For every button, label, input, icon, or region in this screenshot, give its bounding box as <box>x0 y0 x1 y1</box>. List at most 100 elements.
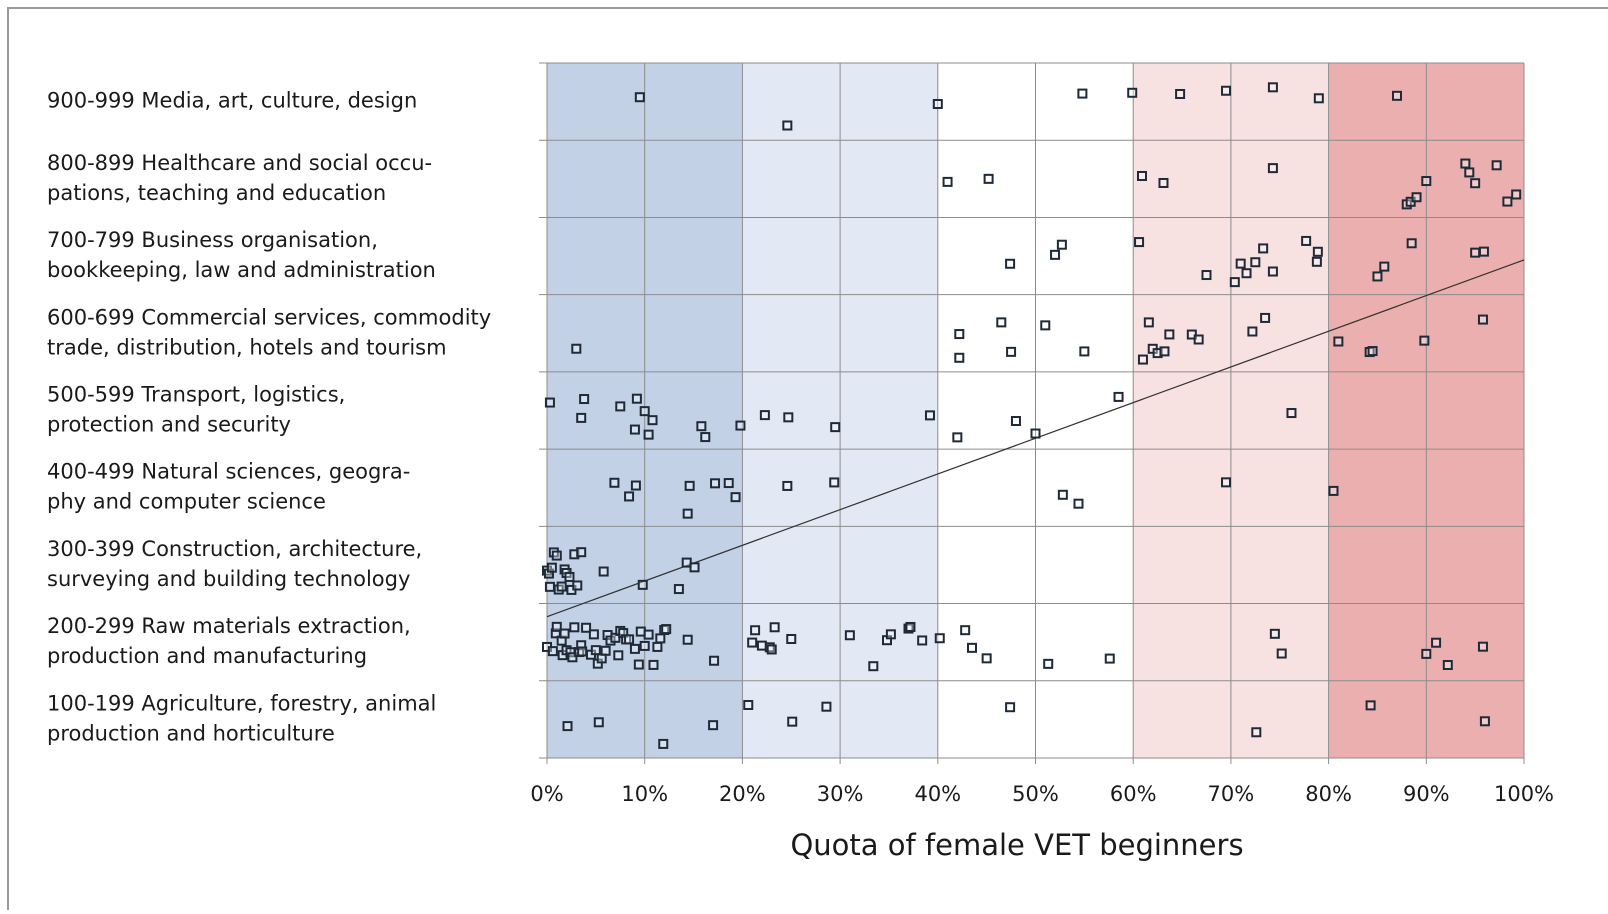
point <box>1442 660 1453 671</box>
point <box>1267 82 1278 93</box>
point <box>954 329 965 340</box>
point <box>681 557 692 568</box>
point <box>613 650 624 661</box>
point <box>735 420 746 431</box>
point <box>1250 257 1261 268</box>
point <box>546 562 557 573</box>
x-tick-label: 80% <box>1305 782 1352 806</box>
point <box>1313 93 1324 104</box>
point <box>1201 270 1212 281</box>
point <box>588 629 599 640</box>
point <box>750 625 761 636</box>
category-label: 200-299 Raw materials extraction, <box>47 614 411 638</box>
point <box>830 422 841 433</box>
x-tick-label: 30% <box>817 782 864 806</box>
point <box>1470 247 1481 258</box>
point <box>1040 320 1051 331</box>
point <box>1464 167 1475 178</box>
point <box>1391 90 1402 101</box>
point <box>576 640 587 651</box>
point <box>1372 271 1383 282</box>
category-label: 600-699 Commercial services, commodity <box>47 305 491 329</box>
point <box>551 621 562 632</box>
point <box>1421 648 1432 659</box>
x-tick-label: 90% <box>1403 782 1450 806</box>
point <box>764 642 775 653</box>
point <box>1411 192 1422 203</box>
point <box>577 646 588 657</box>
point <box>564 571 575 582</box>
point <box>868 661 879 672</box>
point <box>630 480 641 491</box>
category-label: 500-599 Transport, logistics, <box>47 383 345 407</box>
point <box>1286 408 1297 419</box>
point <box>1477 314 1488 325</box>
category-label: bookkeeping, law and administration <box>47 258 436 282</box>
point <box>1311 256 1322 267</box>
point <box>1235 258 1246 269</box>
point <box>1134 237 1145 248</box>
point <box>966 642 977 653</box>
point <box>684 480 695 491</box>
point <box>661 624 672 635</box>
point <box>1079 346 1090 357</box>
point <box>629 643 640 654</box>
point <box>696 421 707 432</box>
category-label: production and horticulture <box>47 721 335 745</box>
point <box>1158 177 1169 188</box>
point <box>905 621 916 632</box>
point <box>543 568 554 579</box>
point <box>1301 235 1312 246</box>
point <box>569 622 580 633</box>
point <box>633 659 644 670</box>
point <box>769 622 780 633</box>
point <box>1276 648 1287 659</box>
point <box>655 633 666 644</box>
point <box>1406 238 1417 249</box>
category-label: surveying and building technology <box>47 567 410 591</box>
point <box>981 653 992 664</box>
category-label: 300-399 Construction, architecture, <box>47 537 422 561</box>
category-label: 800-899 Healthcare and social occu- <box>47 151 432 175</box>
point <box>903 623 914 634</box>
point <box>924 410 935 421</box>
point <box>954 352 965 363</box>
point <box>1175 88 1186 99</box>
point <box>1077 88 1088 99</box>
point <box>1260 312 1271 323</box>
point <box>934 633 945 644</box>
point <box>1333 336 1344 347</box>
point <box>1258 243 1269 254</box>
point <box>647 415 658 426</box>
point <box>747 637 758 648</box>
category-label: pations, teaching and education <box>47 181 386 205</box>
point <box>708 720 719 731</box>
point <box>1502 196 1513 207</box>
point <box>1367 346 1378 357</box>
point <box>829 477 840 488</box>
point <box>1193 334 1204 345</box>
point <box>634 92 645 103</box>
point <box>624 491 635 502</box>
point <box>1113 391 1124 402</box>
point <box>569 549 580 560</box>
point <box>700 432 711 443</box>
x-tick-label: 40% <box>914 782 961 806</box>
point <box>1470 178 1481 189</box>
x-tick-label: 70% <box>1208 782 1255 806</box>
point <box>917 635 928 646</box>
point <box>942 176 953 187</box>
point <box>609 477 620 488</box>
point <box>648 659 659 670</box>
point <box>1247 326 1258 337</box>
point <box>1477 641 1488 652</box>
point <box>572 580 583 591</box>
point <box>821 701 832 712</box>
point <box>756 640 767 651</box>
point <box>600 645 611 656</box>
point <box>1136 170 1147 181</box>
point <box>885 629 896 640</box>
category-label: 100-199 Agriculture, forestry, animal <box>47 691 436 715</box>
point <box>635 626 646 637</box>
